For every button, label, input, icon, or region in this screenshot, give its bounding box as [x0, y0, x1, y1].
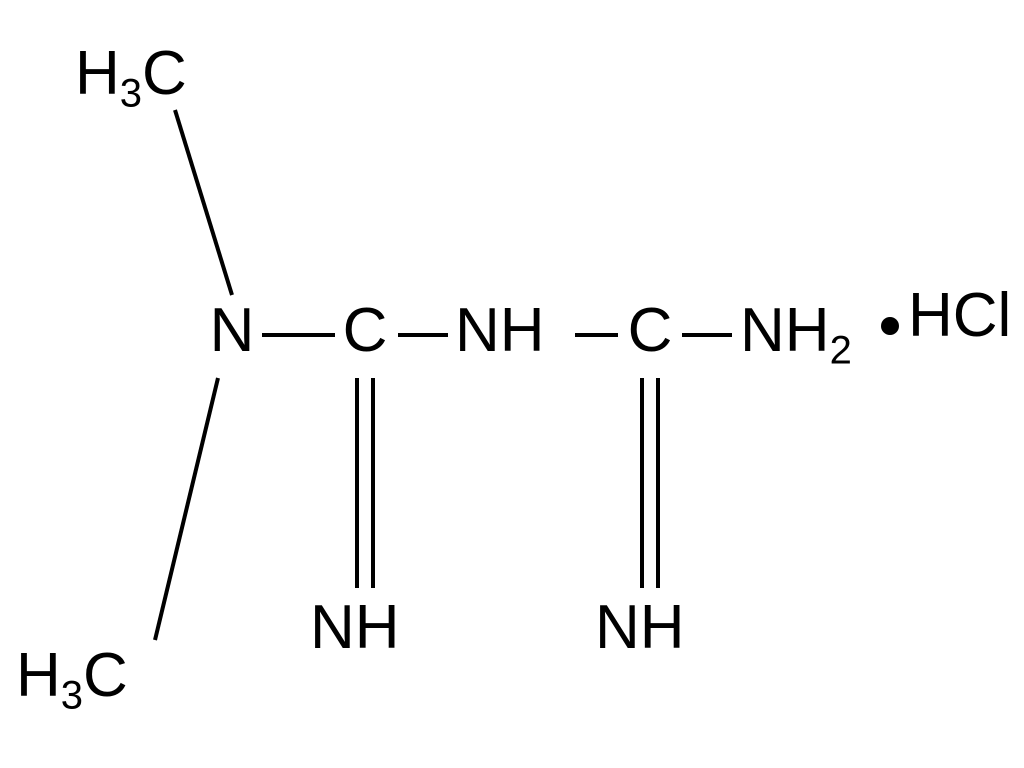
salt-dot-icon: [881, 317, 899, 335]
atom-label-C1: C: [343, 296, 388, 365]
atom-label-HCl: HCl: [908, 281, 1011, 350]
atom-label-N1: N: [210, 296, 255, 365]
diagram-background: [0, 0, 1024, 768]
chemical-structure-diagram: H3CH3CNCNHCNH2HClNHNH: [0, 0, 1024, 768]
atom-label-NH_b1: NH: [310, 593, 400, 662]
atom-label-C2: C: [628, 296, 673, 365]
atom-label-NH_mid: NH: [455, 296, 545, 365]
atom-label-NH_b2: NH: [595, 593, 685, 662]
